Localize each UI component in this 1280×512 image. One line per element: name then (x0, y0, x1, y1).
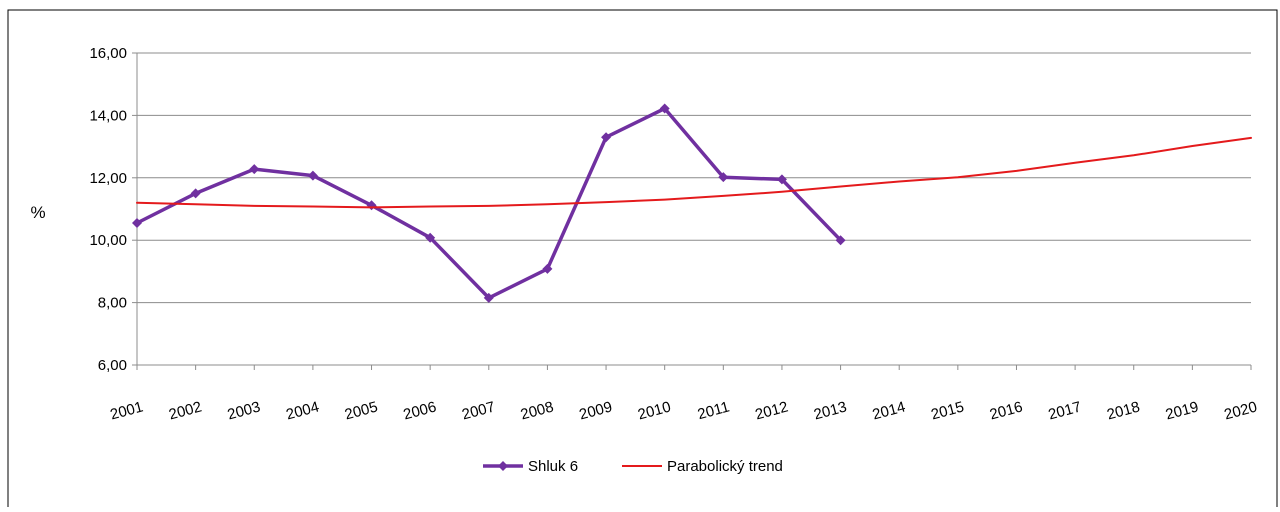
data-point (190, 188, 201, 199)
y-tick-label: 12,00 (89, 170, 127, 187)
y-tick-label: 10,00 (89, 232, 127, 249)
y-axis-label: % (30, 203, 45, 222)
gridlines (137, 52, 1251, 304)
legend: Shluk 6 Parabolický trend (483, 458, 783, 475)
legend-entry: Shluk 6 (483, 458, 578, 475)
series-line-trend (136, 136, 1252, 209)
legend-label: Parabolický trend (667, 458, 783, 475)
data-point (601, 132, 612, 143)
data-point (835, 235, 846, 246)
y-tick-label: 6,00 (98, 357, 127, 374)
legend-label: Shluk 6 (528, 458, 578, 475)
series (132, 103, 1252, 303)
data-point (718, 172, 729, 183)
y-tick-label: 16,00 (89, 45, 127, 62)
y-tick-label: 8,00 (98, 295, 127, 312)
legend-marker (498, 461, 508, 471)
y-tick-label: 14,00 (89, 107, 127, 124)
data-point (542, 263, 553, 274)
data-point (307, 170, 318, 181)
data-point (249, 164, 260, 175)
axes (132, 52, 1252, 370)
data-point (425, 232, 436, 243)
y-tick-labels: 6,00 8,00 10,00 12,00 14,00 16,00 (89, 45, 127, 374)
data-point (659, 103, 670, 114)
data-point (776, 174, 787, 185)
chart-border (7, 9, 1278, 512)
legend-entry: Parabolický trend (622, 458, 783, 475)
data-point (483, 292, 494, 303)
data-point (132, 218, 142, 229)
